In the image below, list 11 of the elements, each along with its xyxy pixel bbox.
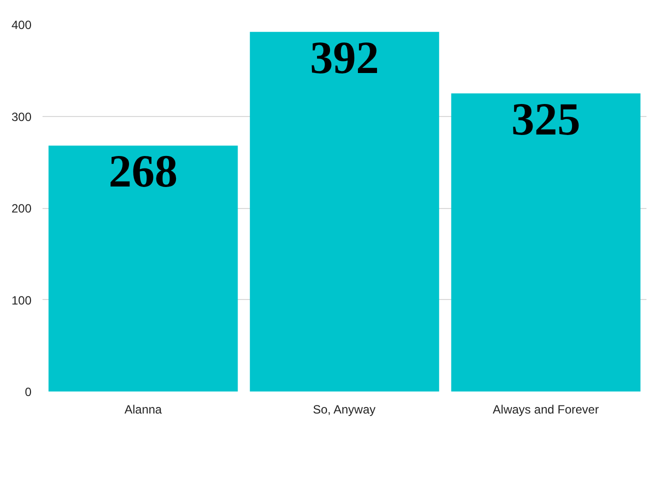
data-label: 325 — [511, 93, 580, 144]
y-tick-label: 0 — [24, 385, 32, 399]
x-tick-label: So, Anyway — [312, 402, 376, 416]
x-tick-label: Always and Forever — [492, 402, 599, 416]
y-tick-label: 200 — [11, 202, 32, 216]
data-label: 268 — [108, 146, 178, 197]
data-label: 392 — [310, 32, 379, 83]
y-tick-label: 400 — [11, 18, 32, 32]
y-tick-label: 300 — [11, 110, 32, 124]
y-tick-label: 100 — [11, 293, 32, 308]
x-tick-label: Alanna — [124, 402, 162, 416]
